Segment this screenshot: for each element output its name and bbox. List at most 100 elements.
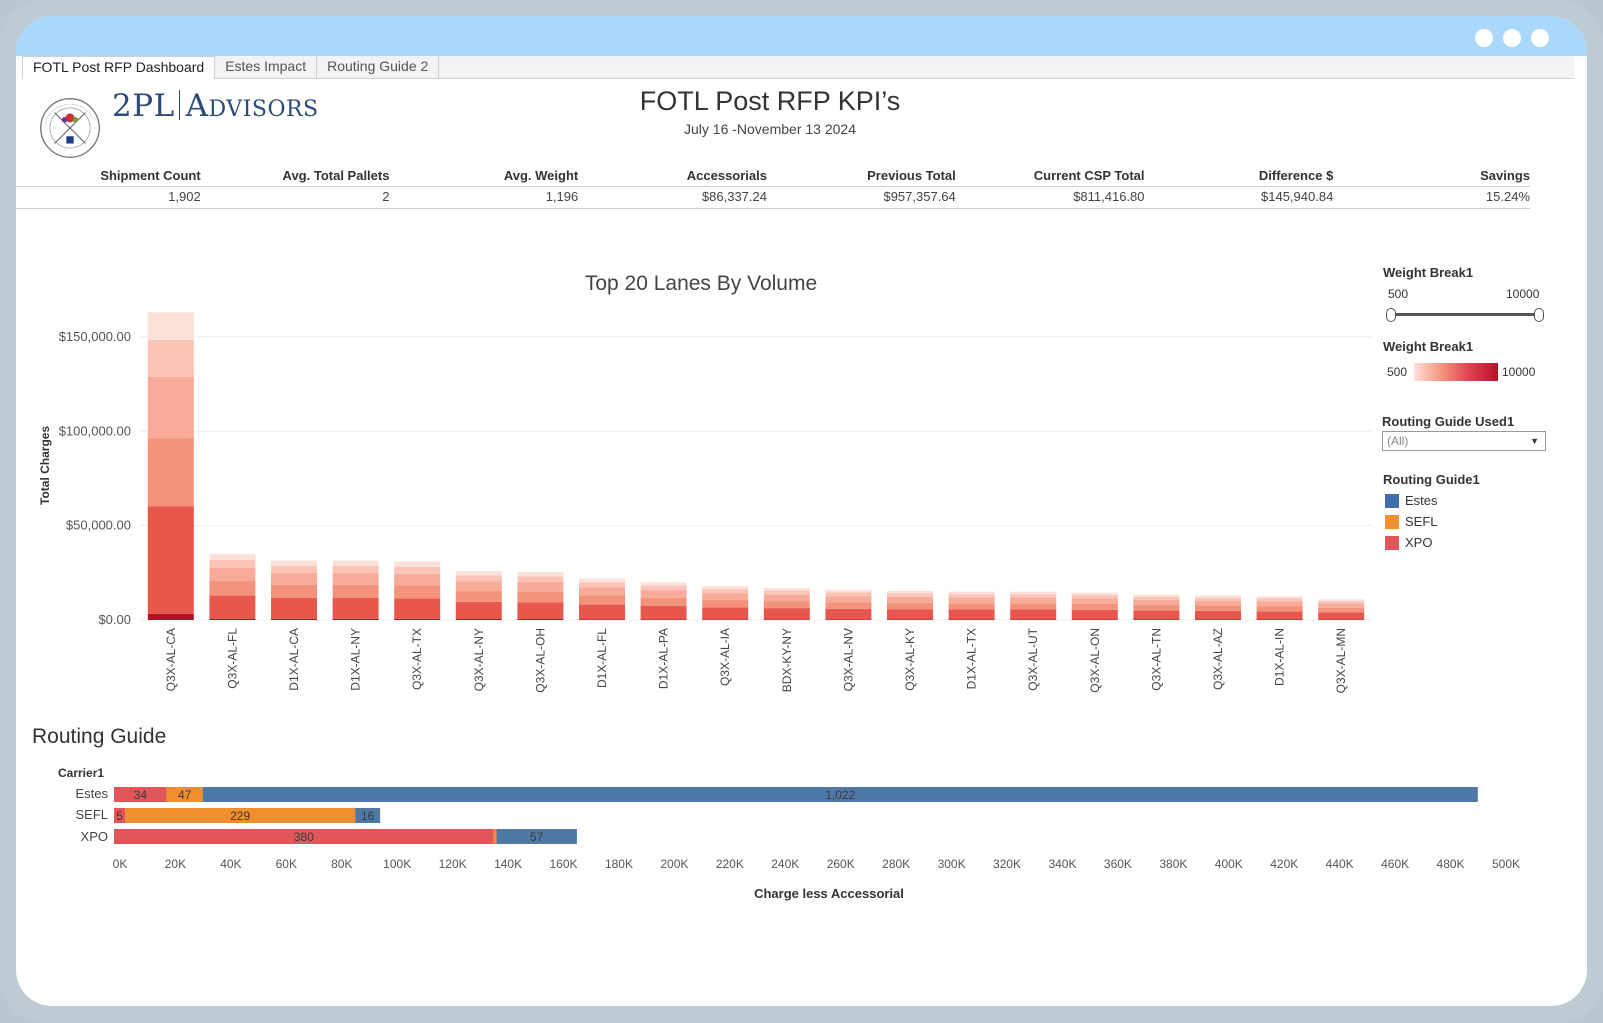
tab-fotl-dashboard[interactable]: FOTL Post RFP Dashboard	[22, 56, 216, 79]
bar-segment	[394, 618, 441, 620]
bar-segment	[1195, 597, 1241, 601]
carrier-label-xpo: XPO	[80, 829, 108, 844]
hbar-segment	[202, 787, 1478, 802]
kpi-value: $86,337.24	[701, 189, 767, 204]
hbar-segment	[114, 808, 126, 823]
bar-segment	[209, 581, 256, 596]
bar-segment	[147, 506, 194, 614]
bar-segment	[1256, 596, 1303, 599]
bar-segment	[1318, 612, 1365, 620]
legend-item-xpo[interactable]: XPO	[1385, 535, 1432, 550]
bar-segment	[209, 618, 256, 620]
kpi-value: 2	[382, 189, 390, 204]
x-tick-label: 80K	[331, 857, 352, 871]
x-tick-label: Q3X-AL-FL	[225, 628, 239, 689]
date-range: July 16 -November 13 2024	[684, 121, 856, 137]
x-tick-label: 420K	[1270, 857, 1298, 871]
bar-segment	[763, 601, 810, 609]
y-tick-label: $50,000.00	[66, 518, 131, 533]
bar-segment	[825, 602, 872, 609]
bar-segment	[579, 619, 625, 620]
bar-segment	[948, 609, 995, 620]
bar-segment	[763, 587, 810, 591]
legend-swatch	[1385, 535, 1399, 550]
bar-segment	[1010, 609, 1057, 620]
bar-segment	[271, 560, 317, 566]
bar-segment	[1133, 596, 1180, 600]
hbar-value-label: 16	[361, 809, 375, 823]
legend-item-sefl[interactable]: SEFL	[1385, 514, 1438, 529]
window-controls	[1475, 29, 1549, 47]
weight-slider-title: Weight Break1	[1383, 265, 1474, 280]
bar-segment	[517, 591, 564, 603]
hbar-segment	[493, 829, 497, 844]
bar-segment	[825, 596, 872, 603]
bar-segment	[763, 594, 810, 602]
bar-segment	[948, 597, 995, 604]
weight-slider-max-handle[interactable]	[1534, 308, 1544, 322]
kpi-label: Current CSP Total	[1033, 168, 1145, 183]
x-tick-label: 400K	[1215, 857, 1243, 871]
bar-segment	[1071, 609, 1118, 620]
bar-segment	[763, 619, 810, 620]
bar-segment	[948, 591, 995, 595]
bar-segment	[640, 585, 687, 591]
bar-segment	[332, 565, 379, 574]
bar-segment	[1195, 610, 1241, 620]
carrier-label-sefl: SEFL	[75, 807, 108, 822]
window-dot-2[interactable]	[1503, 29, 1521, 47]
bar-segment	[1010, 594, 1057, 598]
bar-segment	[1071, 595, 1118, 599]
hbar-value-label: 1,022	[825, 788, 855, 802]
tab-routing-guide-2[interactable]: Routing Guide 2	[317, 56, 440, 78]
2pl-advisors-logo: 2PL Advisors	[112, 88, 319, 124]
x-tick-label: Q3X-AL-NY	[472, 628, 486, 691]
bar-segment	[887, 619, 933, 620]
bar-segment	[702, 599, 749, 608]
bar-segment	[948, 603, 995, 610]
x-tick-label: 440K	[1326, 857, 1354, 871]
weight-slider-min-handle[interactable]	[1386, 308, 1396, 322]
x-tick-label: 0K	[113, 857, 128, 871]
x-tick-label: D1X-AL-CA	[287, 628, 301, 691]
x-tick-label: D1X-AL-PA	[657, 628, 671, 689]
bar-segment	[394, 566, 441, 574]
bar-segment	[147, 340, 194, 377]
bar-segment	[1133, 594, 1180, 597]
x-tick-label: D1X-AL-FL	[595, 628, 609, 688]
bar-segment	[1318, 607, 1365, 613]
bar-segment	[640, 606, 687, 620]
kpi-table: Shipment Count Avg. Total Pallets Avg. W…	[12, 166, 1530, 209]
carrier-label-estes: Estes	[75, 786, 108, 801]
weight-slider-track[interactable]	[1391, 313, 1535, 316]
x-tick-label: 500K	[1492, 857, 1520, 871]
bar-segment	[271, 618, 317, 620]
legend-item-estes[interactable]: Estes	[1385, 493, 1438, 508]
hbar-value-label: 34	[134, 788, 148, 802]
x-tick-label: 300K	[938, 857, 966, 871]
tab-estes-impact[interactable]: Estes Impact	[215, 56, 318, 78]
bar-segment	[1133, 599, 1180, 605]
hbar-value-label: 47	[178, 788, 192, 802]
bar-segment	[271, 565, 317, 574]
bar-segment	[455, 570, 502, 576]
bar-segment	[579, 595, 625, 605]
bar-segment	[702, 586, 749, 590]
bar-segment	[887, 593, 933, 597]
routing-used-value: (All)	[1387, 434, 1409, 448]
x-tick-label: D1X-AL-NY	[349, 628, 363, 691]
bar-segment	[209, 559, 256, 568]
bar-segment	[271, 598, 317, 619]
bar-segment	[332, 560, 379, 566]
kpi-label: Accessorials	[686, 168, 767, 183]
x-tick-label: Q3X-AL-MN	[1334, 628, 1348, 693]
bar-segment	[147, 438, 194, 507]
window-dot-1[interactable]	[1475, 29, 1493, 47]
bar-segment	[1256, 606, 1303, 612]
x-tick-label: 20K	[165, 857, 186, 871]
bar-segment	[1010, 597, 1057, 604]
window-dot-3[interactable]	[1531, 29, 1549, 47]
x-tick-label: Q3X-AL-TX	[410, 628, 424, 690]
bar-segment	[147, 312, 194, 341]
routing-used-dropdown[interactable]: (All) ▼	[1382, 431, 1546, 451]
